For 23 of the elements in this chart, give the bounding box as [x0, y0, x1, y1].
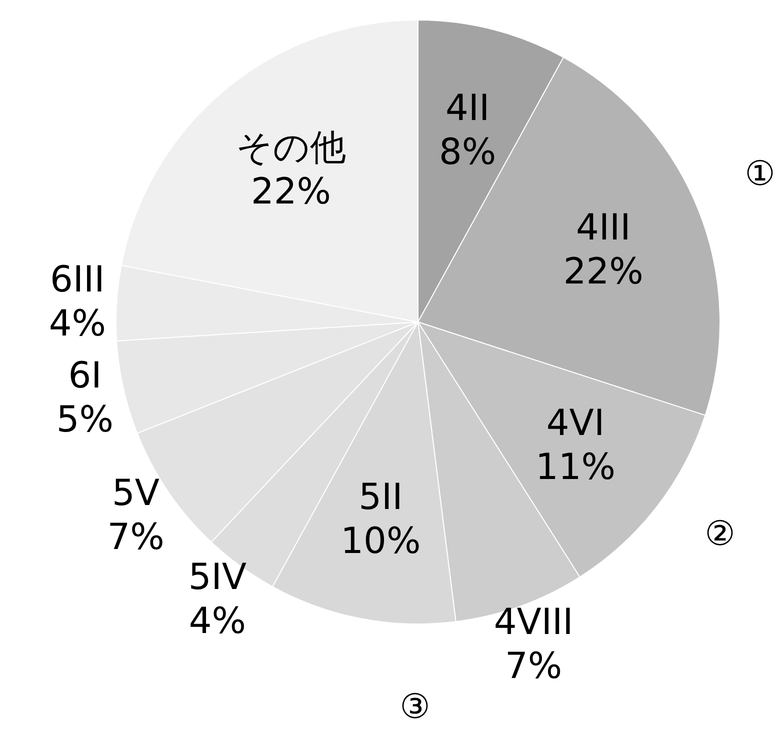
text: ②	[704, 514, 736, 554]
data-label: 10%	[340, 520, 421, 562]
data-label: 8%	[439, 132, 496, 173]
slice-label: 5V	[112, 472, 160, 514]
slice-label: 6III	[50, 260, 105, 301]
data-label: 22%	[563, 252, 644, 293]
text: ①	[744, 154, 776, 194]
slice-label: 5IV	[188, 557, 247, 598]
slice-label: 5II	[358, 476, 403, 518]
text: ③	[400, 687, 430, 727]
data-label: 5%	[56, 399, 114, 440]
data-label: 7%	[107, 516, 164, 558]
slice-label: 6I	[68, 355, 102, 396]
data-label: 4%	[188, 601, 246, 642]
data-label: 22%	[250, 171, 331, 212]
data-label: 7%	[505, 646, 562, 688]
slice-label: 4III	[576, 208, 631, 249]
data-label: 11%	[535, 447, 616, 488]
data-label: 4%	[48, 304, 106, 345]
slice-label: 4VIII	[494, 602, 574, 644]
slice-label: 4VI	[546, 403, 605, 444]
slice-label: 4II	[446, 88, 490, 129]
slice-label: その他	[236, 127, 346, 168]
